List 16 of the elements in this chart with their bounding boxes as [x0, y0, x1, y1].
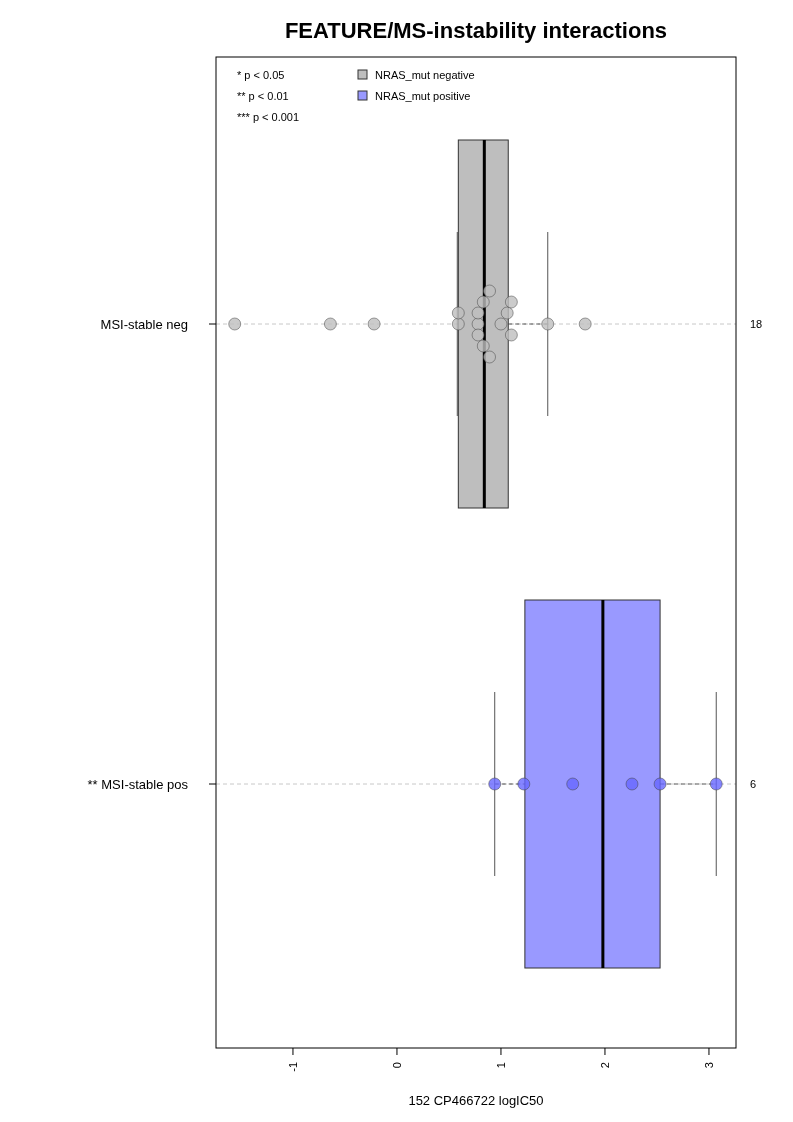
y-tick-label: ** MSI-stable pos: [87, 777, 189, 792]
chart-title: FEATURE/MS-instability interactions: [284, 18, 668, 43]
x-axis-title: 152 CP466722 logIC50: [408, 1093, 544, 1108]
legend-label: NRAS_mut positive: [375, 90, 471, 102]
x-tick-label: -1: [286, 1062, 299, 1072]
annotation: * p < 0.05: [237, 69, 285, 81]
y-tick-label: MSI-stable neg: [100, 317, 188, 332]
x-tick-label: 0: [390, 1062, 403, 1069]
text: 6: [750, 778, 757, 790]
text: 18: [750, 318, 763, 330]
x-tick-label: 2: [598, 1062, 611, 1069]
legend-label: NRAS_mut negative: [375, 69, 475, 81]
annotation: ** p < 0.01: [237, 90, 289, 102]
annotation: *** p < 0.001: [237, 111, 300, 123]
x-tick-label: 1: [494, 1062, 507, 1069]
x-tick-label: 3: [702, 1062, 715, 1069]
